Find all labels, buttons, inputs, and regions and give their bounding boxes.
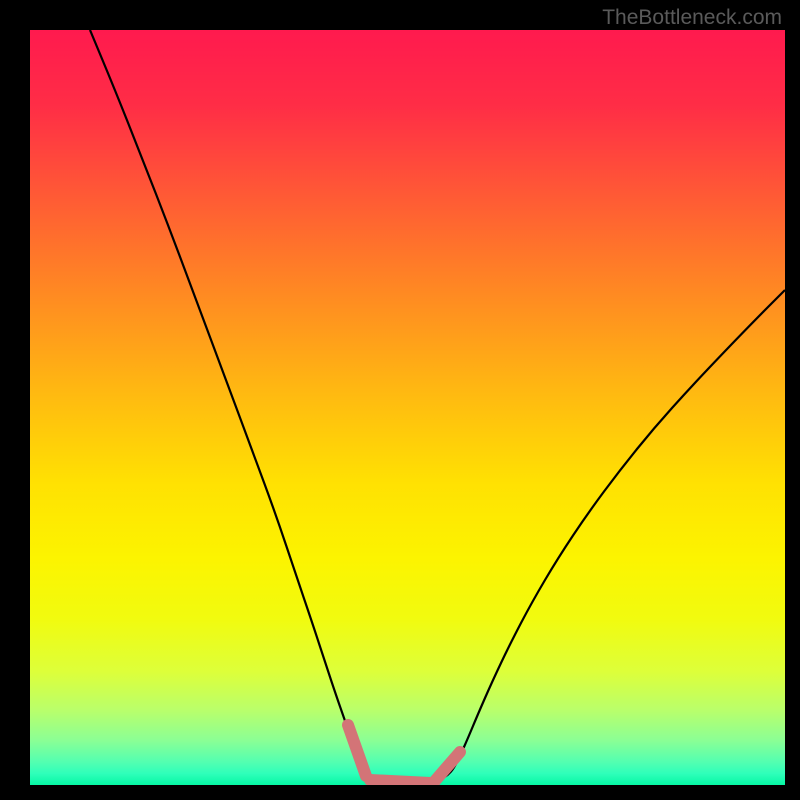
highlight-segment <box>348 725 366 776</box>
watermark-text: TheBottleneck.com <box>602 6 782 30</box>
bottleneck-curve <box>90 30 785 784</box>
highlight-segment <box>434 752 460 782</box>
chart-curve-overlay <box>30 30 785 785</box>
highlight-segment <box>370 780 430 783</box>
highlight-markers <box>348 725 460 783</box>
chart-plot-area <box>30 30 785 785</box>
